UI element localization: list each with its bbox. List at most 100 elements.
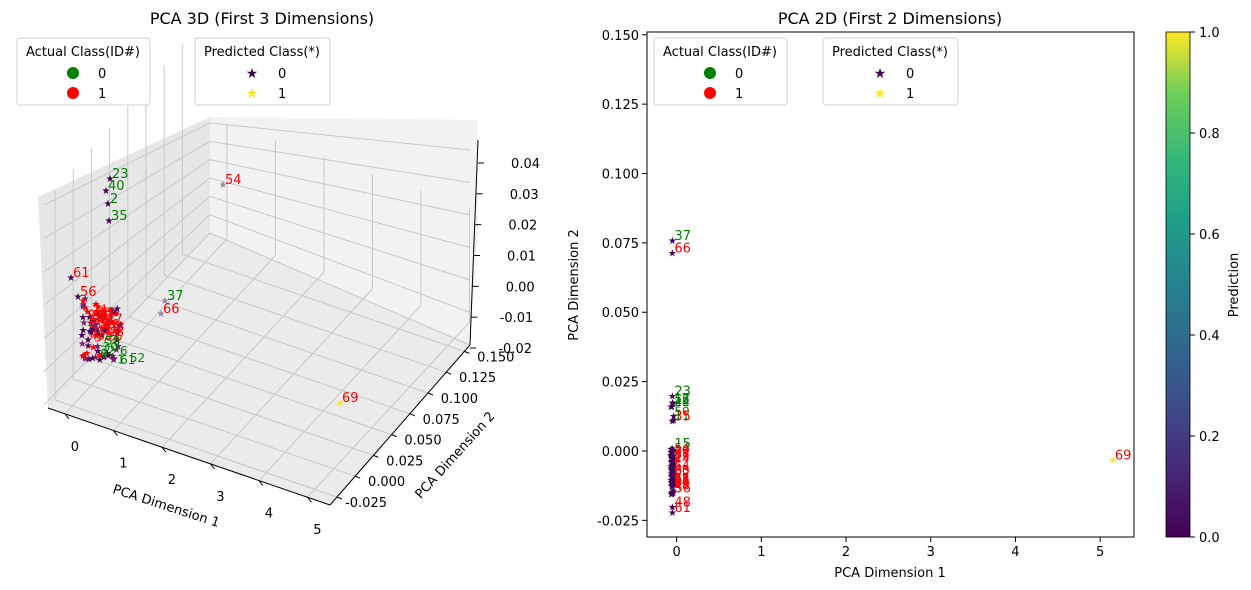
cluster-mark: ★	[97, 323, 106, 334]
grid-line	[210, 288, 373, 465]
y-tick-label: 0.000	[368, 475, 405, 490]
cluster-mark: ★	[668, 477, 677, 488]
cluster-mark: ★	[668, 488, 677, 499]
cluster-label: 44	[674, 474, 689, 488]
point-cluster-3d: ★★★★★★★ ★★★★★★★★★★ ★★★★★★★★★★★★★★★★★★★★ ★★★…	[78, 294, 146, 367]
cluster-label: 15	[674, 477, 689, 491]
cluster-mark: ★	[669, 486, 678, 497]
point-23-marker: ★	[106, 174, 115, 185]
grid-line	[258, 305, 422, 481]
point-37-label: 37	[674, 229, 691, 244]
grid-line	[209, 232, 471, 346]
cluster-mark: ★	[83, 307, 92, 318]
cluster-mark: ★	[667, 457, 676, 468]
cluster-label: 19	[105, 322, 120, 336]
grid-line	[43, 177, 211, 306]
cluster-label: 57	[674, 448, 689, 462]
cluster-mark: ★	[668, 471, 677, 482]
cluster-mark: ★	[669, 479, 678, 490]
cluster-label: 28	[109, 325, 124, 339]
cluster-mark: ★	[667, 448, 676, 459]
cluster-mark: ★	[95, 355, 104, 366]
y-tick-label: 0.000	[602, 445, 639, 460]
y-tick-label: 0.025	[386, 454, 423, 469]
point-69-marker: ★	[336, 398, 345, 409]
cluster-label: 6	[100, 346, 108, 360]
cluster-label: 62	[674, 472, 689, 486]
z-axis-ticks-3d: -0.02 -0.01 0.00 0.01 0.02 0.03 0.04	[470, 157, 540, 357]
cluster-mark: ★	[92, 324, 101, 335]
grid-line	[43, 214, 211, 373]
cluster-mark: ★	[668, 446, 677, 457]
colorbar-label: Prediction	[1227, 253, 1242, 318]
grid-line	[209, 122, 471, 151]
point-23-label: 23	[674, 384, 691, 399]
y-tick-label: 0.100	[441, 392, 478, 407]
grid-line	[43, 232, 211, 406]
cluster-mark: ★	[668, 398, 677, 409]
y-axis-line	[329, 344, 471, 506]
grid-line	[307, 321, 470, 498]
cluster-mark: ★	[667, 482, 676, 493]
y-tick-label: 0.050	[602, 306, 639, 321]
grid-line	[91, 357, 374, 456]
point-69-label: 69	[1115, 448, 1132, 463]
point-40-label: 40	[108, 179, 125, 194]
cluster-mark: ★	[78, 339, 87, 350]
cluster-mark: ★	[669, 399, 678, 410]
cluster-mark: ★	[102, 324, 111, 335]
cluster-mark: ★	[669, 470, 678, 481]
x-tick-label: 2	[842, 545, 850, 560]
point-37-label: 37	[167, 289, 184, 304]
cluster-label: 6	[120, 344, 128, 358]
cluster-mark: ★	[669, 477, 678, 488]
cluster-mark: ★	[93, 307, 102, 318]
grid-line	[161, 271, 325, 448]
cluster-mark: ★	[667, 466, 676, 477]
y-tick	[464, 350, 470, 354]
cluster-mark: ★	[668, 465, 677, 476]
point-23-label: 23	[112, 167, 129, 182]
colorbar-tick-label: 1.0	[1199, 26, 1220, 41]
cluster-mark: ★	[669, 459, 678, 470]
cluster-label: 43	[98, 308, 113, 322]
y-tick-label: 0.025	[602, 376, 639, 391]
cluster-label: 32	[100, 344, 115, 358]
cluster-label: 9	[88, 307, 96, 321]
grid-line	[54, 399, 338, 498]
cluster-label: 61	[120, 353, 135, 367]
cluster-label: 27	[674, 473, 689, 487]
z-tick-label: 0.00	[506, 280, 535, 295]
point-2-label: 2	[110, 192, 118, 207]
point-56-marker: ★	[74, 292, 83, 303]
y-tick-label: 0.150	[477, 350, 514, 365]
cluster-mark: ★	[668, 457, 677, 468]
grid-line	[43, 122, 211, 206]
cluster-mark: ★	[81, 294, 90, 305]
colorbar: 0.0 0.2 0.4 0.6 0.8 1.0 Prediction	[1165, 26, 1242, 546]
cluster-mark: ★	[95, 312, 104, 323]
colorbar-tick-label: 0.0	[1199, 531, 1220, 546]
cluster-mark: ★	[89, 325, 98, 336]
cluster-label: 17	[674, 391, 689, 405]
cluster-mark: ★	[102, 322, 111, 333]
cluster-mark: ★	[667, 402, 676, 413]
point-35-marker: ★	[105, 216, 114, 227]
colorbar-tick-label: 0.6	[1199, 228, 1220, 243]
x-tick-label: 2	[168, 473, 176, 488]
cluster-mark: ★	[669, 455, 678, 466]
pane-back	[38, 117, 478, 505]
points-2d: ★37★66★23★35★15★56★48★61★69★54	[668, 46, 1131, 519]
cluster-label: 1	[117, 352, 125, 366]
cluster-mark: ★	[668, 463, 677, 474]
cluster-mark: ★	[667, 458, 676, 469]
x-axis-line	[47, 407, 331, 506]
cluster-mark: ★	[112, 345, 121, 356]
cluster-mark: ★	[669, 488, 678, 499]
grid-line	[209, 195, 471, 281]
cluster-label: 67	[103, 319, 118, 333]
cluster-label: 48	[674, 478, 689, 492]
point-48-label: 48	[674, 495, 691, 510]
star-icon: ★	[874, 66, 887, 82]
